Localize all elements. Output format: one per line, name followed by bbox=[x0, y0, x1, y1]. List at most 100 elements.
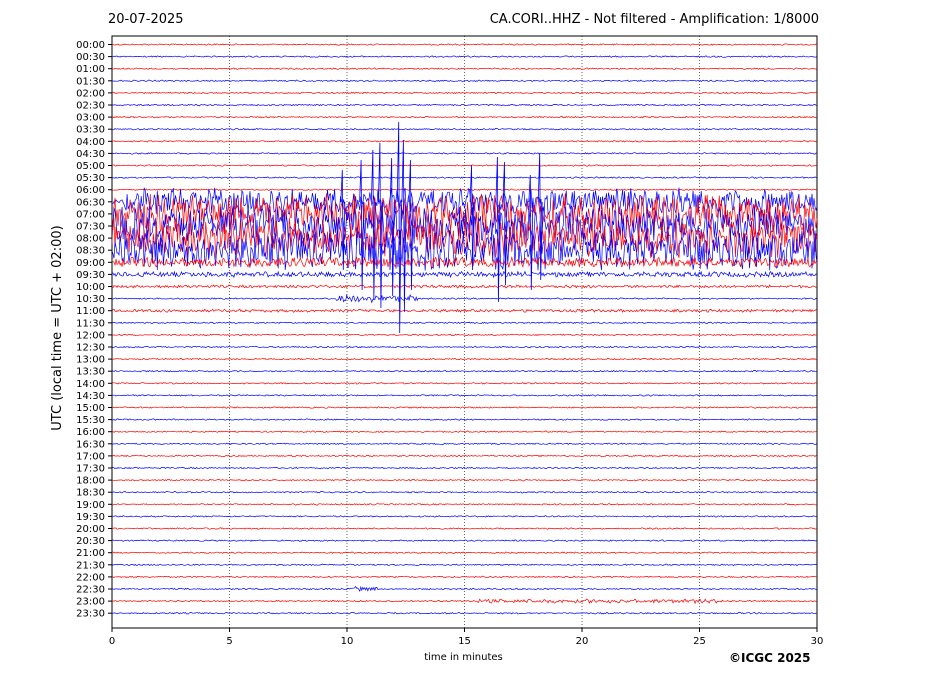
y-tick-label: 02:30 bbox=[76, 101, 105, 112]
trace-0600 bbox=[111, 188, 818, 191]
y-tick-label: 19:00 bbox=[76, 500, 105, 511]
y-tick-label: 19:30 bbox=[76, 512, 105, 523]
trace-1630 bbox=[111, 442, 818, 446]
copyright-notice: ©ICGC 2025 bbox=[729, 651, 811, 665]
spike-event bbox=[389, 157, 395, 297]
y-tick-label: 13:00 bbox=[76, 355, 105, 366]
trace-0530 bbox=[111, 176, 818, 179]
plot-frame bbox=[111, 35, 818, 629]
y-tick-label: 15:30 bbox=[76, 415, 105, 426]
y-tick-label: 08:00 bbox=[76, 234, 105, 245]
trace-0330 bbox=[111, 127, 818, 131]
y-tick-label: 10:30 bbox=[76, 294, 105, 305]
trace-2100 bbox=[112, 551, 818, 554]
trace-0900 bbox=[111, 256, 818, 269]
y-tick-label: 05:30 bbox=[76, 173, 105, 184]
y-tick-label: 17:00 bbox=[76, 451, 105, 462]
trace-0300 bbox=[111, 115, 818, 119]
x-tick-label: 20 bbox=[576, 636, 589, 647]
trace-1300 bbox=[111, 357, 818, 361]
spike-event bbox=[537, 152, 543, 281]
spike-event bbox=[396, 121, 402, 334]
x-tick-label: 15 bbox=[458, 636, 471, 647]
trace-0630 bbox=[111, 186, 818, 217]
x-tick-label: 5 bbox=[226, 636, 232, 647]
y-tick-label: 13:30 bbox=[76, 367, 105, 378]
trace-2130 bbox=[111, 563, 818, 567]
y-tick-label: 09:30 bbox=[76, 270, 105, 281]
trace-1430 bbox=[111, 394, 818, 397]
trace-2330 bbox=[111, 611, 818, 615]
trace-1830 bbox=[111, 491, 818, 494]
trace-1100 bbox=[111, 308, 818, 313]
trace-0730 bbox=[111, 204, 818, 246]
trace-2200 bbox=[111, 575, 817, 579]
trace-1700 bbox=[111, 454, 818, 458]
trace-1530 bbox=[112, 418, 818, 421]
y-tick-label: 03:00 bbox=[76, 113, 105, 124]
x-tick-label: 25 bbox=[693, 636, 706, 647]
y-tick-label: 21:30 bbox=[76, 560, 105, 571]
y-tick-label: 06:30 bbox=[76, 197, 105, 208]
trace-0200 bbox=[111, 91, 818, 95]
y-tick-label: 06:00 bbox=[76, 185, 105, 196]
y-tick-label: 15:00 bbox=[76, 403, 105, 414]
plot-date: 20-07-2025 bbox=[108, 12, 184, 27]
spike-event bbox=[502, 161, 508, 286]
trace-1000 bbox=[111, 284, 818, 289]
trace-0000 bbox=[111, 43, 818, 46]
spike-event bbox=[401, 139, 407, 313]
y-tick-label: 18:00 bbox=[76, 476, 105, 487]
y-tick-label: 14:30 bbox=[76, 391, 105, 402]
y-tick-label: 12:00 bbox=[76, 330, 105, 341]
spike-event bbox=[378, 142, 383, 309]
trace-1230 bbox=[111, 345, 818, 349]
y-tick-label: 20:00 bbox=[76, 524, 105, 535]
plot-title: CA.CORI..HHZ - Not filtered - Amplificat… bbox=[489, 12, 819, 27]
trace-0230 bbox=[111, 103, 818, 107]
y-axis-label: UTC (local time = UTC + 02:00) bbox=[50, 225, 65, 430]
spike-event bbox=[469, 164, 475, 271]
spike-event bbox=[340, 169, 346, 271]
y-tick-label: 04:30 bbox=[76, 149, 105, 160]
trace-1930 bbox=[111, 515, 818, 518]
trace-0430 bbox=[111, 152, 818, 155]
trace-1500 bbox=[111, 406, 817, 409]
y-tick-label: 23:30 bbox=[76, 609, 105, 620]
y-tick-label: 14:00 bbox=[76, 379, 105, 390]
y-tick-label: 20:30 bbox=[76, 536, 105, 547]
y-tick-label: 21:00 bbox=[76, 548, 105, 559]
trace-1730 bbox=[111, 466, 817, 470]
trace-0130 bbox=[111, 79, 818, 83]
trace-1400 bbox=[111, 381, 818, 385]
y-tick-label: 08:30 bbox=[76, 246, 105, 257]
trace-0400 bbox=[111, 140, 818, 143]
y-tick-label: 11:30 bbox=[76, 318, 105, 329]
y-tick-label: 22:00 bbox=[76, 572, 105, 583]
y-tick-label: 07:30 bbox=[76, 222, 105, 233]
trace-2230 bbox=[111, 585, 818, 593]
y-tick-label: 10:00 bbox=[76, 282, 105, 293]
spike-event bbox=[359, 159, 364, 291]
trace-2300 bbox=[111, 598, 818, 605]
x-tick-label: 10 bbox=[341, 636, 354, 647]
trace-1600 bbox=[111, 430, 818, 433]
y-tick-label: 17:30 bbox=[76, 464, 105, 475]
spike-event bbox=[408, 159, 414, 291]
trace-1130 bbox=[111, 321, 818, 325]
trace-0700 bbox=[111, 193, 818, 235]
y-tick-label: 00:00 bbox=[76, 40, 105, 51]
x-tick-label: 30 bbox=[811, 636, 824, 647]
trace-0100 bbox=[111, 67, 818, 70]
y-tick-label: 05:00 bbox=[76, 161, 105, 172]
trace-2000 bbox=[111, 527, 818, 530]
trace-0830 bbox=[111, 229, 818, 271]
y-tick-label: 16:00 bbox=[76, 427, 105, 438]
y-tick-label: 01:00 bbox=[76, 64, 105, 75]
y-tick-label: 07:00 bbox=[76, 209, 105, 220]
y-tick-label: 01:30 bbox=[76, 76, 105, 87]
y-tick-label: 22:30 bbox=[76, 585, 105, 596]
trace-1900 bbox=[111, 503, 817, 506]
